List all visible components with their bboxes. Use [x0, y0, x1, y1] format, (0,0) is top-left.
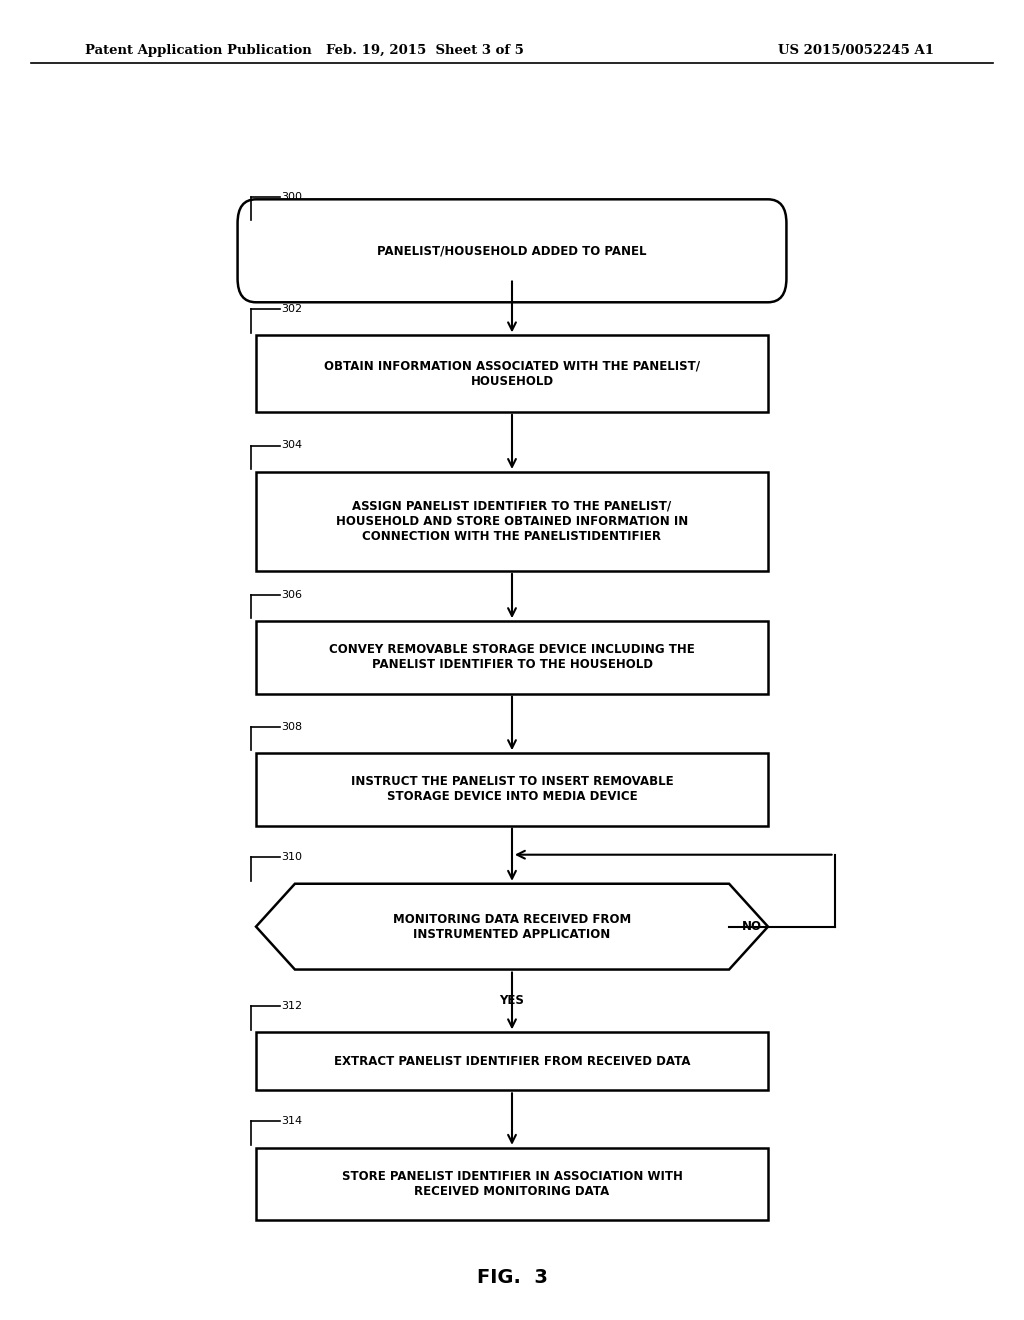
Text: 312: 312	[282, 1001, 303, 1011]
Text: OBTAIN INFORMATION ASSOCIATED WITH THE PANELIST/
HOUSEHOLD: OBTAIN INFORMATION ASSOCIATED WITH THE P…	[324, 359, 700, 388]
Text: STORE PANELIST IDENTIFIER IN ASSOCIATION WITH
RECEIVED MONITORING DATA: STORE PANELIST IDENTIFIER IN ASSOCIATION…	[342, 1170, 682, 1199]
Text: 300: 300	[282, 191, 303, 202]
Bar	[256, 335, 768, 412]
Text: 308: 308	[282, 722, 303, 731]
Polygon shape	[256, 884, 768, 969]
Text: 310: 310	[282, 853, 303, 862]
Text: NO: NO	[741, 920, 762, 933]
Text: EXTRACT PANELIST IDENTIFIER FROM RECEIVED DATA: EXTRACT PANELIST IDENTIFIER FROM RECEIVE…	[334, 1055, 690, 1068]
Text: FIG.  3: FIG. 3	[476, 1269, 548, 1287]
Bar	[256, 622, 768, 694]
Bar	[256, 473, 768, 570]
Text: ASSIGN PANELIST IDENTIFIER TO THE PANELIST/
HOUSEHOLD AND STORE OBTAINED INFORMA: ASSIGN PANELIST IDENTIFIER TO THE PANELI…	[336, 500, 688, 543]
Bar	[256, 1032, 768, 1090]
Text: US 2015/0052245 A1: US 2015/0052245 A1	[778, 44, 934, 57]
Bar	[256, 1147, 768, 1220]
Text: YES: YES	[500, 994, 524, 1007]
Text: Feb. 19, 2015  Sheet 3 of 5: Feb. 19, 2015 Sheet 3 of 5	[326, 44, 524, 57]
Text: MONITORING DATA RECEIVED FROM
INSTRUMENTED APPLICATION: MONITORING DATA RECEIVED FROM INSTRUMENT…	[393, 912, 631, 941]
Text: 302: 302	[282, 304, 303, 314]
Text: CONVEY REMOVABLE STORAGE DEVICE INCLUDING THE
PANELIST IDENTIFIER TO THE HOUSEHO: CONVEY REMOVABLE STORAGE DEVICE INCLUDIN…	[329, 643, 695, 672]
Text: PANELIST/HOUSEHOLD ADDED TO PANEL: PANELIST/HOUSEHOLD ADDED TO PANEL	[377, 244, 647, 257]
Text: INSTRUCT THE PANELIST TO INSERT REMOVABLE
STORAGE DEVICE INTO MEDIA DEVICE: INSTRUCT THE PANELIST TO INSERT REMOVABL…	[350, 775, 674, 804]
Text: 306: 306	[282, 590, 303, 599]
Text: 314: 314	[282, 1117, 303, 1126]
FancyBboxPatch shape	[238, 199, 786, 302]
Text: Patent Application Publication: Patent Application Publication	[85, 44, 311, 57]
Bar	[256, 752, 768, 826]
Text: 304: 304	[282, 441, 303, 450]
